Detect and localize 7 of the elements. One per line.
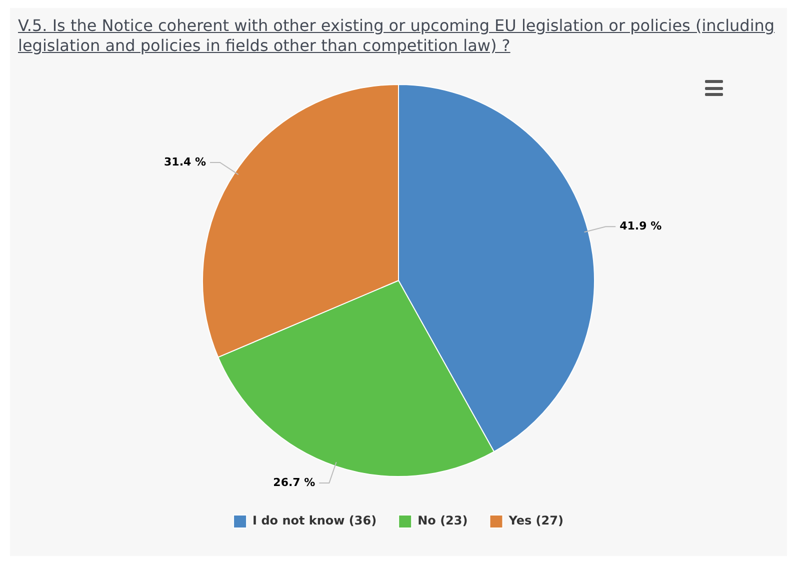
data-label: 31.4 % xyxy=(164,155,206,168)
chart-title: V.5. Is the Notice coherent with other existing or upcoming EU legislation or policies (including legislation and policies in fields other than competition law) ? xyxy=(17,15,776,57)
legend-label: No (23) xyxy=(418,514,468,528)
data-label: 26.7 % xyxy=(273,476,316,489)
legend-label: Yes (27) xyxy=(508,514,564,528)
legend-label: I do not know (36) xyxy=(252,514,377,528)
data-label: 41.9 % xyxy=(620,219,662,232)
